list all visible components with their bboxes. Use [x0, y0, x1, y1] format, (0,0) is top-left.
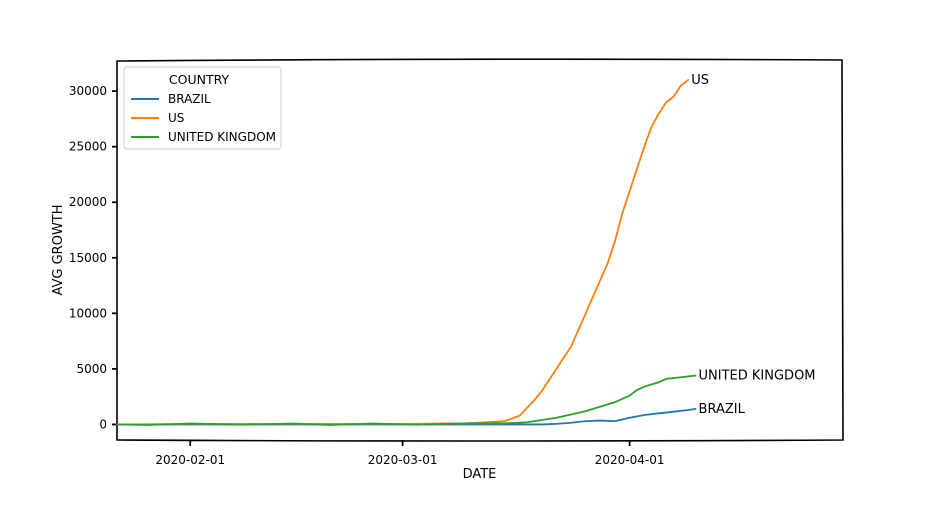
y-axis-ticks: 0 5000 10000 15000 20000 25000 30000 — [69, 84, 117, 431]
series-lines — [116, 79, 697, 426]
x-tick-label: 2020-04-01 — [595, 453, 665, 467]
series-end-labels: BRAZIL US UNITED KINGDOM — [691, 73, 815, 417]
series-end-label: BRAZIL — [699, 402, 746, 417]
legend: COUNTRY BRAZIL US UNITED KINGDOM — [123, 66, 282, 150]
x-axis-title: DATE — [463, 467, 497, 482]
series-end-label: UNITED KINGDOM — [699, 369, 816, 384]
series-line-united-kingdom — [116, 374, 697, 426]
y-tick-label: 20000 — [69, 195, 107, 209]
plot-frame — [116, 58, 844, 442]
series-end-label: US — [691, 73, 709, 88]
x-tick-label: 2020-02-01 — [155, 453, 225, 467]
series-line-us — [116, 79, 690, 426]
legend-box — [123, 66, 282, 150]
legend-title: COUNTRY — [169, 72, 230, 87]
y-tick-label: 10000 — [69, 306, 107, 320]
y-axis-title: AVG GROWTH — [51, 204, 66, 295]
y-tick-label: 15000 — [69, 251, 107, 265]
legend-label: BRAZIL — [168, 92, 211, 106]
x-axis-ticks: 2020-02-01 2020-03-01 2020-04-01 — [155, 440, 665, 467]
series-line-brazil — [116, 407, 697, 426]
legend-items: BRAZIL US UNITED KINGDOM — [131, 92, 276, 144]
y-tick-label: 0 — [99, 417, 107, 431]
y-tick-label: 30000 — [69, 84, 107, 98]
y-tick-label: 25000 — [69, 140, 107, 154]
legend-label: US — [168, 111, 184, 125]
x-tick-label: 2020-03-01 — [368, 453, 438, 467]
y-tick-label: 5000 — [76, 362, 107, 376]
legend-label: UNITED KINGDOM — [168, 130, 276, 144]
